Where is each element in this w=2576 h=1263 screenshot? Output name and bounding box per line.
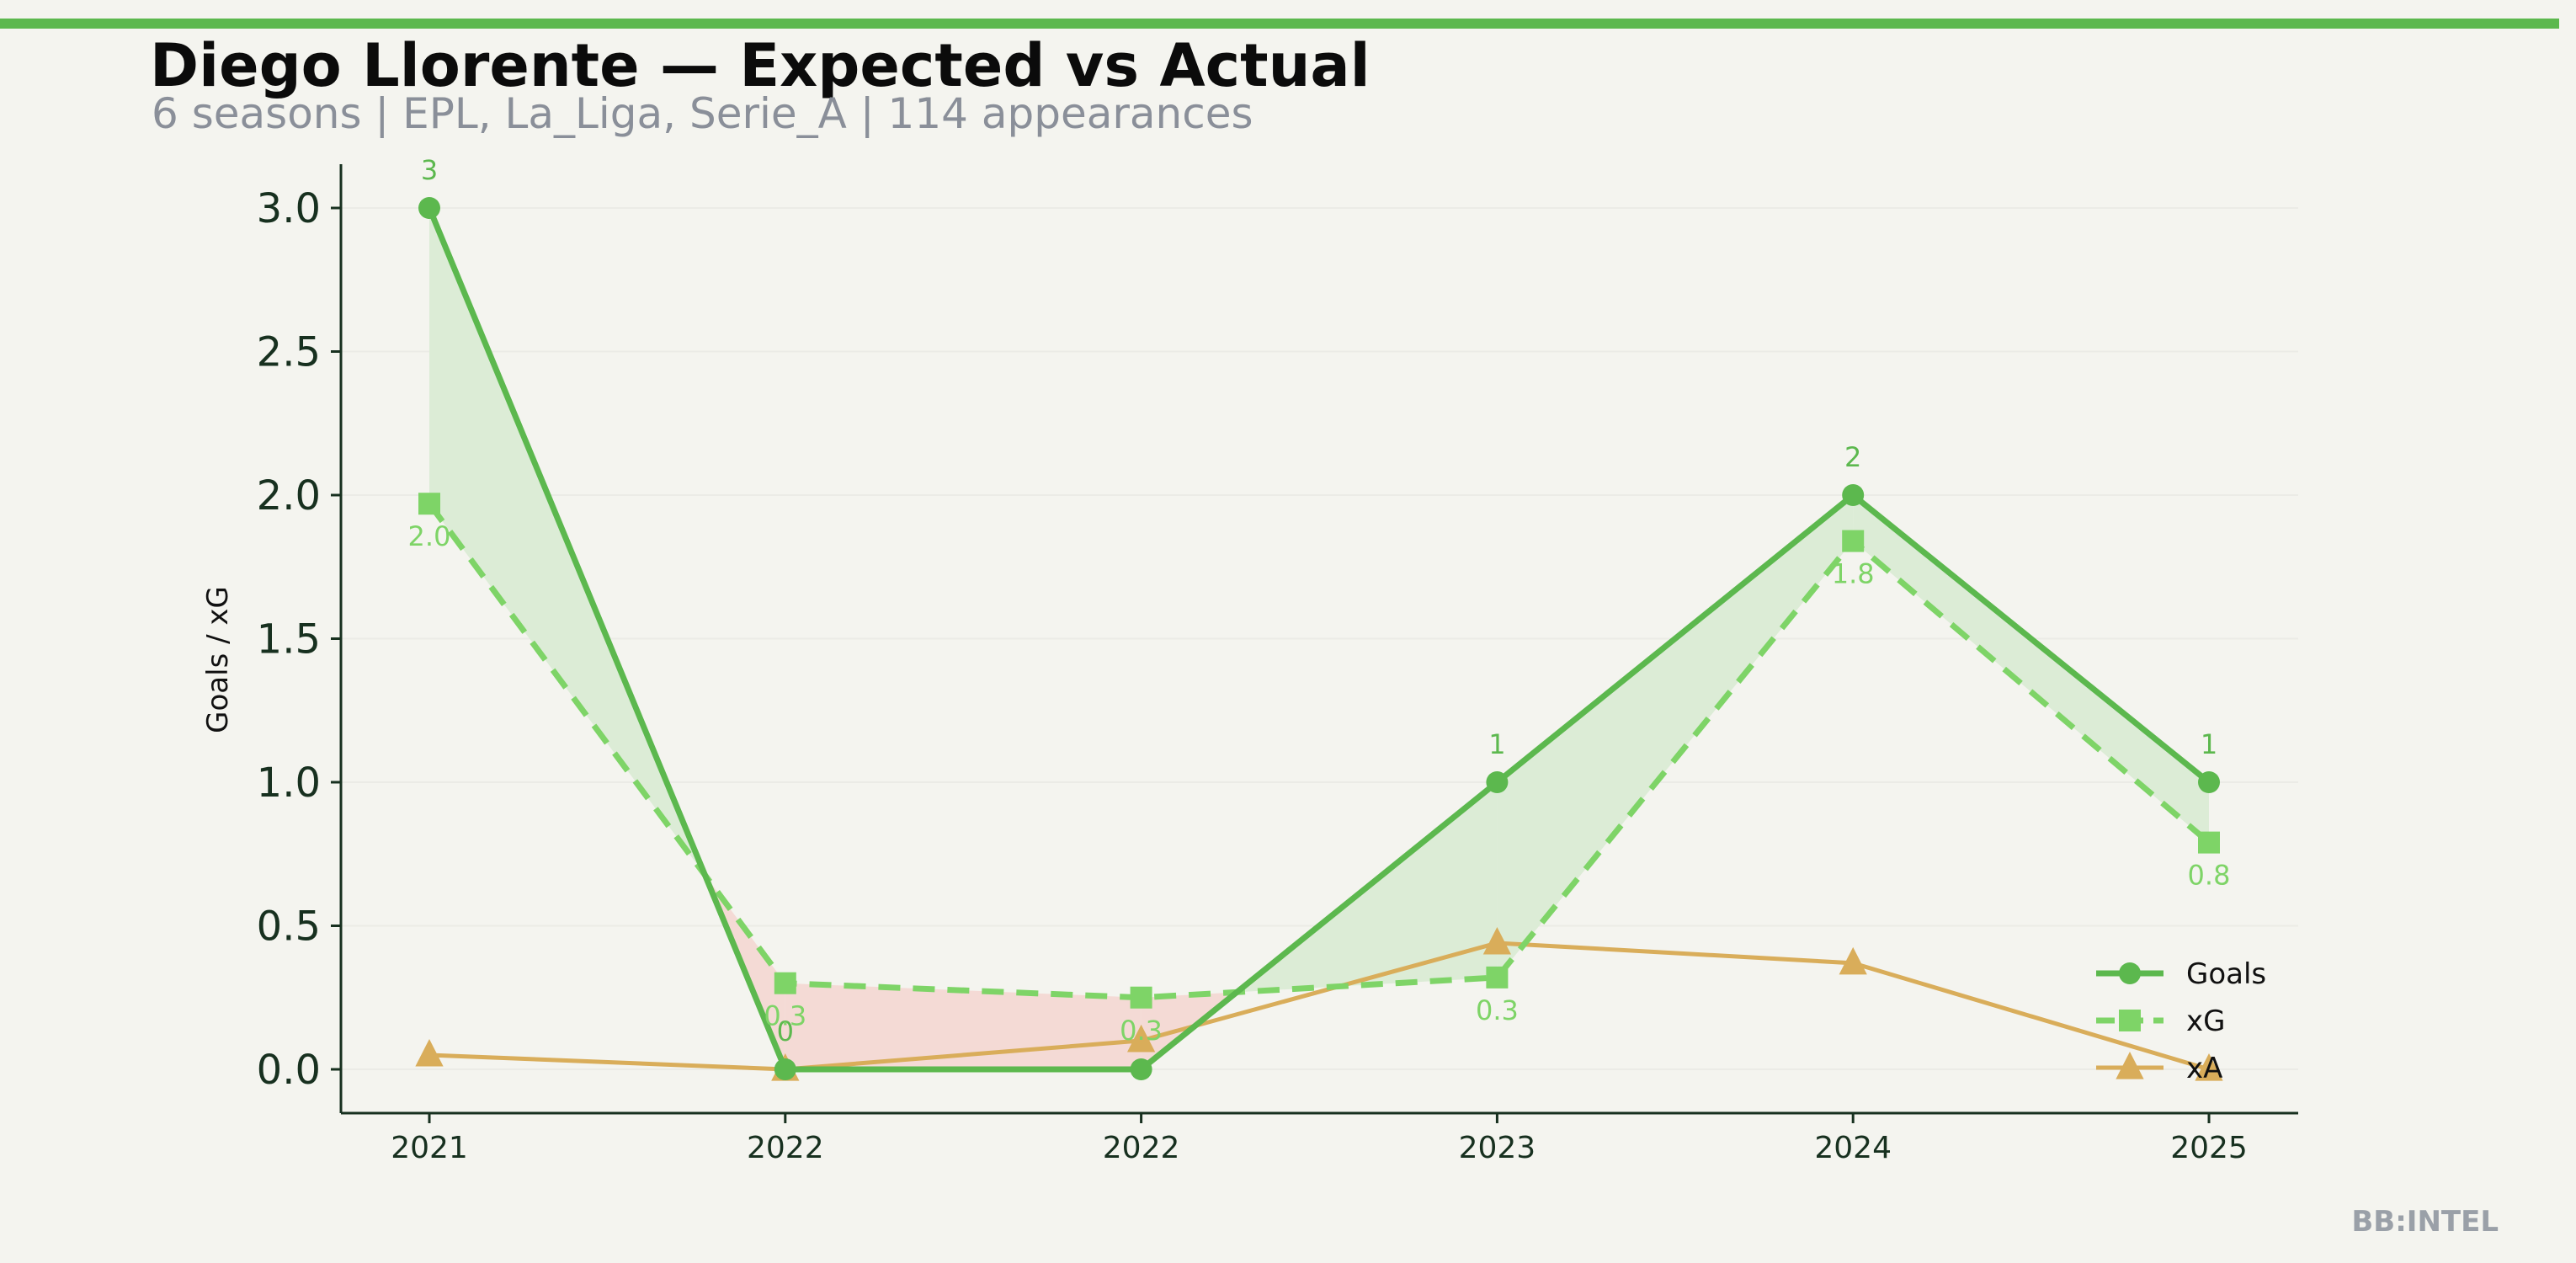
xg-data-label: 1.8 [1832,558,1875,590]
x-tick-label: 2022 [1103,1131,1180,1165]
x-tick-label: 2025 [2170,1131,2248,1165]
xa-point [2195,1052,2223,1081]
y-tick-label: 1.5 [257,616,321,663]
series-line-goals [426,206,2211,1073]
chart-subtitle: 6 seasons | EPL, La_Liga, Serie_A | 114 … [152,89,1253,138]
xg-point [418,493,440,515]
y-tick-label: 1.0 [257,759,321,807]
xg-data-label: 2.0 [408,520,451,552]
legend-marker-xg [2119,1010,2141,1031]
xg-point [2198,831,2220,854]
overperformance-fill [1497,495,1854,978]
y-tick-label: 2.0 [257,472,321,520]
series [415,197,2223,1081]
data-labels: 3 0 1 2 1 2.0 0.3 0.3 0.3 1.8 0.8 [408,154,2231,1047]
legend-label-xa: xA [2186,1052,2222,1085]
xg-data-label: 0.3 [1120,1015,1163,1047]
y-tick-label: 3.0 [257,185,321,232]
goals-point [418,197,440,219]
top-accent-bar [0,19,2559,29]
series-line-xa [428,941,2210,1072]
xa-point [1482,926,1512,955]
x-tick-label: 2023 [1459,1131,1536,1165]
y-tick-label: 2.5 [257,329,321,376]
legend-label-goals: Goals [2186,957,2266,991]
x-tick-label: 2024 [1814,1131,1892,1165]
legend-label-xg: xG [2186,1005,2225,1038]
y-tick-label: 0.0 [257,1047,321,1094]
goals-data-label: 3 [421,154,438,186]
chart-title: Diego Llorente — Expected vs Actual [150,31,1370,100]
x-tick-label: 2022 [747,1131,824,1165]
goals-data-label: 0 [777,1015,794,1047]
xa-point [1126,1024,1156,1052]
goals-point [2198,771,2220,793]
goals-data-label: 1 [1488,728,1505,760]
xg-data-label: 0.8 [2188,860,2231,892]
legend-marker-goals [2119,962,2141,984]
overperformance-fill [1853,495,2209,843]
goals-data-label: 2 [1844,441,1861,473]
xg-point [1842,530,1865,552]
watermark: BB:INTEL [2351,1205,2499,1239]
goals-data-label: 1 [2201,728,2217,760]
xg-point [1486,966,1509,989]
y-axis-title: Goals / xG [201,586,235,733]
goals-point [1486,771,1509,793]
xa-point [1839,946,1867,975]
series-line-xg [427,502,2211,1001]
xg-data-label: 0.3 [1476,994,1519,1026]
xg-data-label: 0.3 [764,1000,806,1032]
goals-point [1842,484,1865,506]
legend-marker-xa [2116,1051,2144,1079]
xg-point [774,972,796,994]
goals-point [774,1058,796,1080]
xa-point [415,1038,444,1067]
y-tick-label: 0.5 [257,903,321,951]
legend: Goals xG xA [2096,957,2266,1085]
goals-point [1130,1058,1152,1080]
xg-point [1130,986,1152,1009]
x-tick-label: 2021 [391,1131,468,1165]
